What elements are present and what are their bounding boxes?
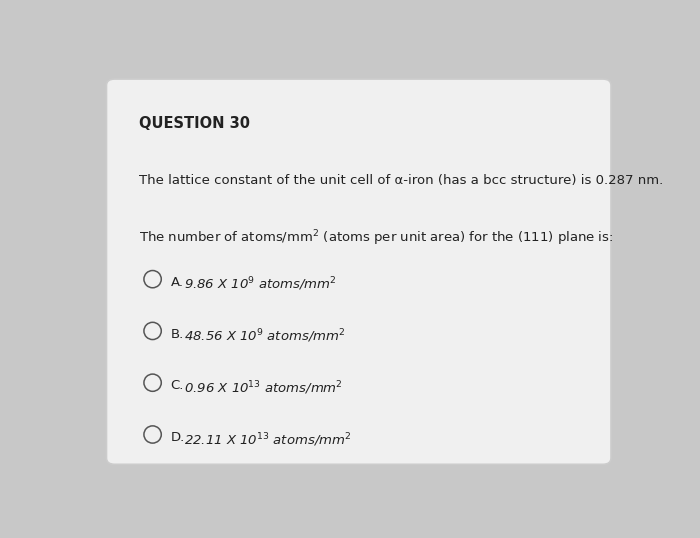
Text: 0.96 X 10$^{13}$ atoms/mm$^{2}$: 0.96 X 10$^{13}$ atoms/mm$^{2}$ xyxy=(184,379,343,397)
Text: The number of atoms/mm$^2$ (atoms per unit area) for the (111) plane is:: The number of atoms/mm$^2$ (atoms per un… xyxy=(139,228,613,248)
Text: A.: A. xyxy=(171,276,183,289)
Text: B.: B. xyxy=(171,328,184,341)
Text: QUESTION 30: QUESTION 30 xyxy=(139,116,250,131)
FancyBboxPatch shape xyxy=(106,79,611,464)
Text: 22.11 X 10$^{13}$ atoms/mm$^{2}$: 22.11 X 10$^{13}$ atoms/mm$^{2}$ xyxy=(184,431,351,449)
Text: The lattice constant of the unit cell of α-iron (has a bcc structure) is 0.287 n: The lattice constant of the unit cell of… xyxy=(139,174,664,187)
Text: C.: C. xyxy=(171,379,184,392)
Text: D.: D. xyxy=(171,431,185,444)
Text: 48.56 X 10$^{9}$ atoms/mm$^{2}$: 48.56 X 10$^{9}$ atoms/mm$^{2}$ xyxy=(184,328,346,345)
Text: 9.86 X 10$^{9}$ atoms/mm$^{2}$: 9.86 X 10$^{9}$ atoms/mm$^{2}$ xyxy=(184,276,337,293)
